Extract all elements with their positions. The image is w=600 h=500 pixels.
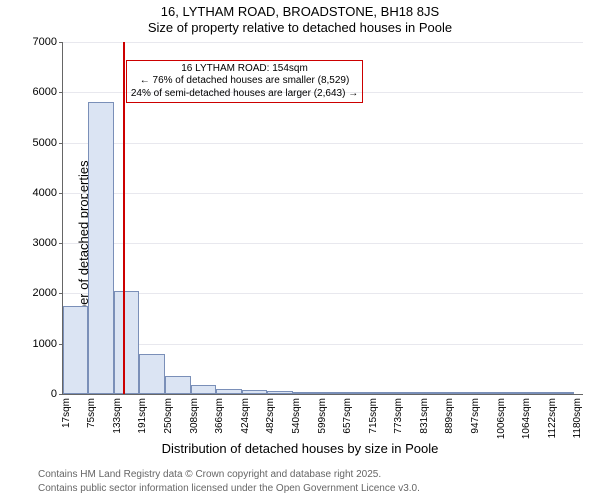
y-tick-label: 7000 [33,36,63,48]
y-tick-label: 5000 [33,137,63,149]
x-tick-label: 599sqm [317,398,328,434]
x-tick-label: 17sqm [61,398,72,428]
chart-title-line1: 16, LYTHAM ROAD, BROADSTONE, BH18 8JS [0,4,600,19]
y-tick-label: 2000 [33,287,63,299]
histogram-bar [344,392,369,394]
histogram-bar [370,392,395,394]
gridline [63,344,583,345]
annotation-line: 16 LYTHAM ROAD: 154sqm [131,63,358,76]
y-tick-label: 1000 [33,338,63,350]
x-tick-label: 250sqm [163,398,174,434]
x-tick-label: 540sqm [291,398,302,434]
x-axis-label: Distribution of detached houses by size … [0,441,600,456]
annotation-line: ← 76% of detached houses are smaller (8,… [131,75,358,88]
x-tick-label: 366sqm [214,398,225,434]
histogram-bar [549,392,574,394]
x-tick-label: 424sqm [240,398,251,434]
x-tick-label: 773sqm [393,398,404,434]
histogram-bar [293,392,319,395]
x-tick-label: 947sqm [470,398,481,434]
x-tick-label: 715sqm [368,398,379,434]
histogram-bar [446,392,471,394]
histogram-bar [319,392,344,394]
histogram-bar [216,389,241,394]
annotation-box: 16 LYTHAM ROAD: 154sqm← 76% of detached … [126,60,363,104]
histogram-bar [139,354,165,394]
histogram-bar [498,392,523,394]
x-tick-label: 133sqm [112,398,123,434]
attribution-line1: Contains HM Land Registry data © Crown c… [38,469,381,480]
x-tick-label: 1180sqm [572,398,583,438]
histogram-bar [63,306,88,394]
histogram-bar [267,391,292,394]
x-tick-label: 482sqm [265,398,276,434]
x-tick-label: 1064sqm [521,398,532,439]
histogram-bar [472,392,498,394]
histogram-bar [88,102,113,394]
gridline [63,293,583,294]
histogram-bar [421,392,446,394]
x-tick-label: 191sqm [137,398,148,434]
histogram-bar [523,392,548,394]
x-tick-label: 308sqm [189,398,200,434]
histogram-bar [114,291,139,394]
x-tick-label: 831sqm [419,398,430,434]
x-tick-label: 75sqm [86,398,97,428]
attribution-line2: Contains public sector information licen… [38,483,420,494]
y-tick-label: 6000 [33,86,63,98]
plot-area: 0100020003000400050006000700016 LYTHAM R… [62,42,583,395]
y-tick-label: 3000 [33,237,63,249]
x-tick-label: 889sqm [444,398,455,434]
histogram-bar [165,376,190,394]
chart-title-line2: Size of property relative to detached ho… [0,20,600,35]
x-tick-label: 657sqm [342,398,353,434]
gridline [63,42,583,43]
histogram-bar [191,385,216,394]
x-tick-label: 1122sqm [547,398,558,438]
gridline [63,193,583,194]
gridline [63,243,583,244]
annotation-line: 24% of semi-detached houses are larger (… [131,88,358,101]
y-tick-label: 4000 [33,187,63,199]
x-tick-label: 1006sqm [496,398,507,439]
gridline [63,143,583,144]
histogram-bar [242,390,267,394]
histogram-bar [395,392,420,394]
chart-container: 16, LYTHAM ROAD, BROADSTONE, BH18 8JS Si… [0,0,600,500]
